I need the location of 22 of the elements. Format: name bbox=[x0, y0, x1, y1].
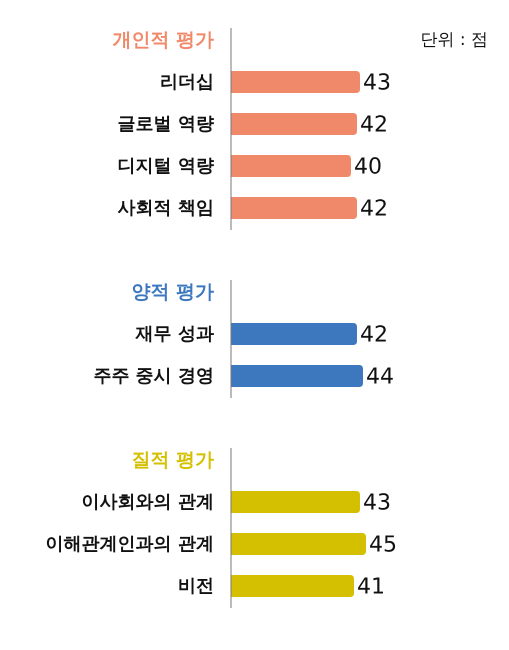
chart-title: 개인적 평가 bbox=[112, 29, 214, 51]
y-tick-label: 리더십 bbox=[160, 72, 214, 92]
data-label: 43 bbox=[363, 70, 391, 96]
data-label: 41 bbox=[357, 574, 385, 600]
y-tick-label: 사회적 책임 bbox=[118, 198, 214, 218]
y-tick-label: 주주 중시 경영 bbox=[93, 366, 214, 386]
chart-title: 양적 평가 bbox=[131, 281, 214, 303]
chart-title: 질적 평가 bbox=[131, 449, 214, 471]
data-label: 44 bbox=[366, 364, 394, 390]
data-label: 40 bbox=[354, 154, 382, 180]
y-tick-label: 재무 성과 bbox=[134, 324, 214, 344]
data-label: 42 bbox=[360, 112, 388, 138]
y-tick-label: 글로벌 역량 bbox=[118, 114, 214, 134]
y-tick-label: 이해관계인과의 관계 bbox=[46, 534, 214, 554]
data-label: 42 bbox=[360, 196, 388, 222]
y-tick-label: 이사회와의 관계 bbox=[82, 492, 214, 512]
data-label: 43 bbox=[363, 490, 391, 516]
y-tick-label: 비전 bbox=[178, 576, 214, 596]
y-tick-label: 디지털 역량 bbox=[118, 156, 214, 176]
data-label: 45 bbox=[369, 532, 397, 558]
data-label: 42 bbox=[360, 322, 388, 348]
text: 단위 : 점 bbox=[420, 30, 488, 50]
